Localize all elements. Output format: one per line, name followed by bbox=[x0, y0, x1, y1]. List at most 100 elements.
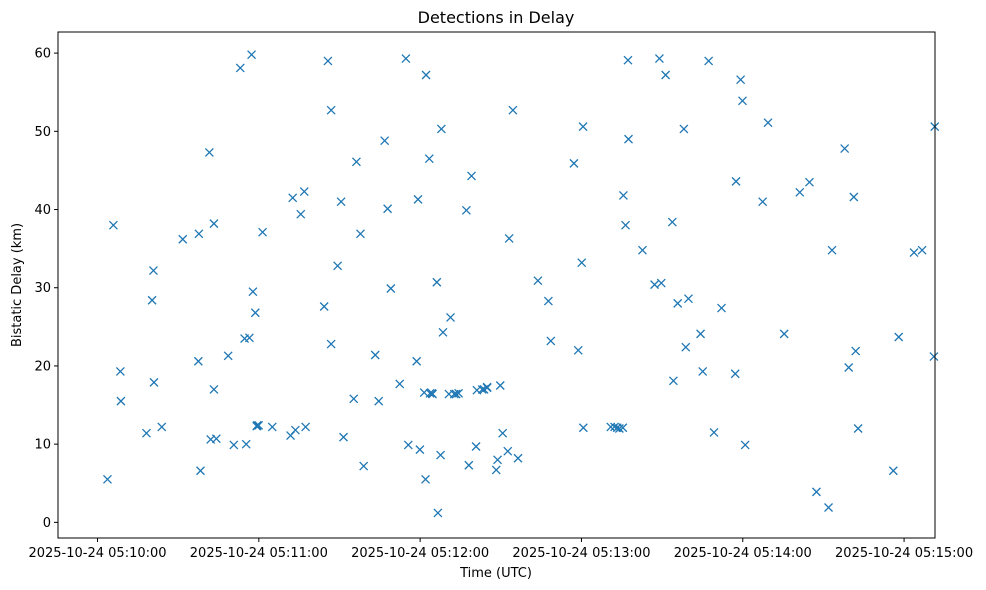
data-point bbox=[730, 369, 740, 379]
data-point bbox=[618, 423, 628, 433]
data-point bbox=[116, 396, 126, 406]
data-point bbox=[679, 124, 689, 134]
data-point bbox=[433, 508, 443, 518]
data-point bbox=[415, 445, 425, 455]
data-point bbox=[432, 277, 442, 287]
x-axis: 2025-10-24 05:10:00 2025-10-24 05:11:00 20… bbox=[28, 538, 973, 561]
data-point bbox=[149, 377, 159, 387]
data-point bbox=[758, 197, 768, 207]
data-point bbox=[804, 177, 814, 187]
data-point bbox=[386, 284, 396, 293]
data-point bbox=[446, 312, 455, 322]
data-point bbox=[623, 55, 633, 65]
data-point bbox=[508, 105, 518, 115]
data-point bbox=[290, 425, 300, 435]
data-point bbox=[731, 176, 741, 186]
plot-frame bbox=[57, 31, 936, 539]
data-point bbox=[326, 339, 336, 349]
data-point bbox=[578, 423, 588, 433]
data-point bbox=[477, 384, 487, 394]
x-tick-label: 2025-10-24 05:15:00 bbox=[835, 546, 973, 561]
data-point bbox=[740, 440, 750, 450]
data-point bbox=[323, 56, 333, 66]
y-axis: 0 10 20 30 40 50 60 bbox=[34, 47, 58, 531]
data-point bbox=[395, 379, 405, 389]
data-point bbox=[696, 329, 706, 339]
data-point bbox=[403, 440, 413, 450]
data-point bbox=[301, 422, 311, 432]
data-point bbox=[438, 327, 448, 337]
data-point bbox=[491, 465, 501, 475]
data-point bbox=[108, 220, 118, 230]
x-tick-label: 2025-10-24 05:13:00 bbox=[512, 546, 650, 561]
data-point bbox=[299, 187, 309, 197]
data-point bbox=[894, 332, 904, 342]
data-point bbox=[141, 428, 151, 438]
data-point bbox=[844, 363, 854, 372]
data-point bbox=[209, 219, 219, 229]
data-point bbox=[339, 432, 348, 442]
data-point bbox=[650, 280, 660, 290]
data-point bbox=[351, 157, 361, 167]
data-point bbox=[621, 220, 631, 230]
data-point bbox=[288, 193, 298, 203]
data-point bbox=[401, 54, 411, 64]
data-point bbox=[370, 350, 380, 360]
data-point bbox=[204, 147, 214, 157]
data-point bbox=[698, 366, 708, 376]
data-point bbox=[359, 461, 369, 471]
data-point bbox=[681, 342, 691, 352]
y-axis-label: Bistatic Delay (km) bbox=[10, 223, 25, 347]
data-point bbox=[424, 154, 434, 164]
data-point bbox=[115, 366, 125, 376]
data-point bbox=[482, 383, 492, 393]
data-point bbox=[464, 460, 474, 470]
data-point bbox=[374, 396, 384, 406]
data-point bbox=[421, 474, 430, 484]
data-point bbox=[248, 287, 258, 297]
y-tick-label: 10 bbox=[34, 438, 51, 453]
x-tick-label: 2025-10-24 05:10:00 bbox=[28, 546, 166, 561]
data-point bbox=[103, 474, 112, 484]
data-point bbox=[380, 136, 390, 146]
data-point bbox=[493, 455, 503, 465]
data-point bbox=[421, 70, 431, 80]
data-point bbox=[296, 209, 306, 219]
data-point bbox=[888, 466, 898, 476]
data-point bbox=[717, 303, 726, 313]
data-point bbox=[853, 424, 863, 433]
data-point bbox=[573, 345, 583, 355]
data-point bbox=[498, 428, 508, 438]
data-point bbox=[849, 192, 859, 202]
data-point bbox=[811, 487, 821, 497]
data-point bbox=[738, 96, 747, 106]
data-point bbox=[709, 427, 719, 437]
y-tick-label: 20 bbox=[34, 359, 51, 374]
data-point bbox=[929, 352, 939, 362]
data-point bbox=[656, 278, 666, 288]
data-point bbox=[684, 294, 693, 304]
data-point bbox=[223, 351, 233, 361]
data-point bbox=[247, 50, 257, 60]
y-tick-label: 0 bbox=[43, 516, 51, 531]
x-tick-label: 2025-10-24 05:11:00 bbox=[190, 546, 328, 561]
data-point bbox=[333, 261, 343, 271]
x-axis-label: Time (UTC) bbox=[459, 566, 532, 581]
chart-title: Detections in Delay bbox=[418, 8, 575, 27]
data-point bbox=[428, 389, 437, 399]
data-point bbox=[851, 346, 861, 356]
data-point bbox=[614, 424, 624, 433]
data-point bbox=[495, 381, 505, 390]
data-point bbox=[267, 422, 277, 432]
data-point bbox=[413, 194, 423, 204]
data-point bbox=[654, 54, 664, 64]
data-point bbox=[667, 217, 677, 227]
data-point bbox=[211, 434, 221, 444]
data-point bbox=[157, 422, 167, 432]
data-point bbox=[504, 234, 514, 243]
data-point bbox=[624, 134, 633, 144]
data-point bbox=[235, 63, 245, 73]
data-point bbox=[610, 422, 619, 432]
x-tick-label: 2025-10-24 05:14:00 bbox=[674, 546, 812, 561]
